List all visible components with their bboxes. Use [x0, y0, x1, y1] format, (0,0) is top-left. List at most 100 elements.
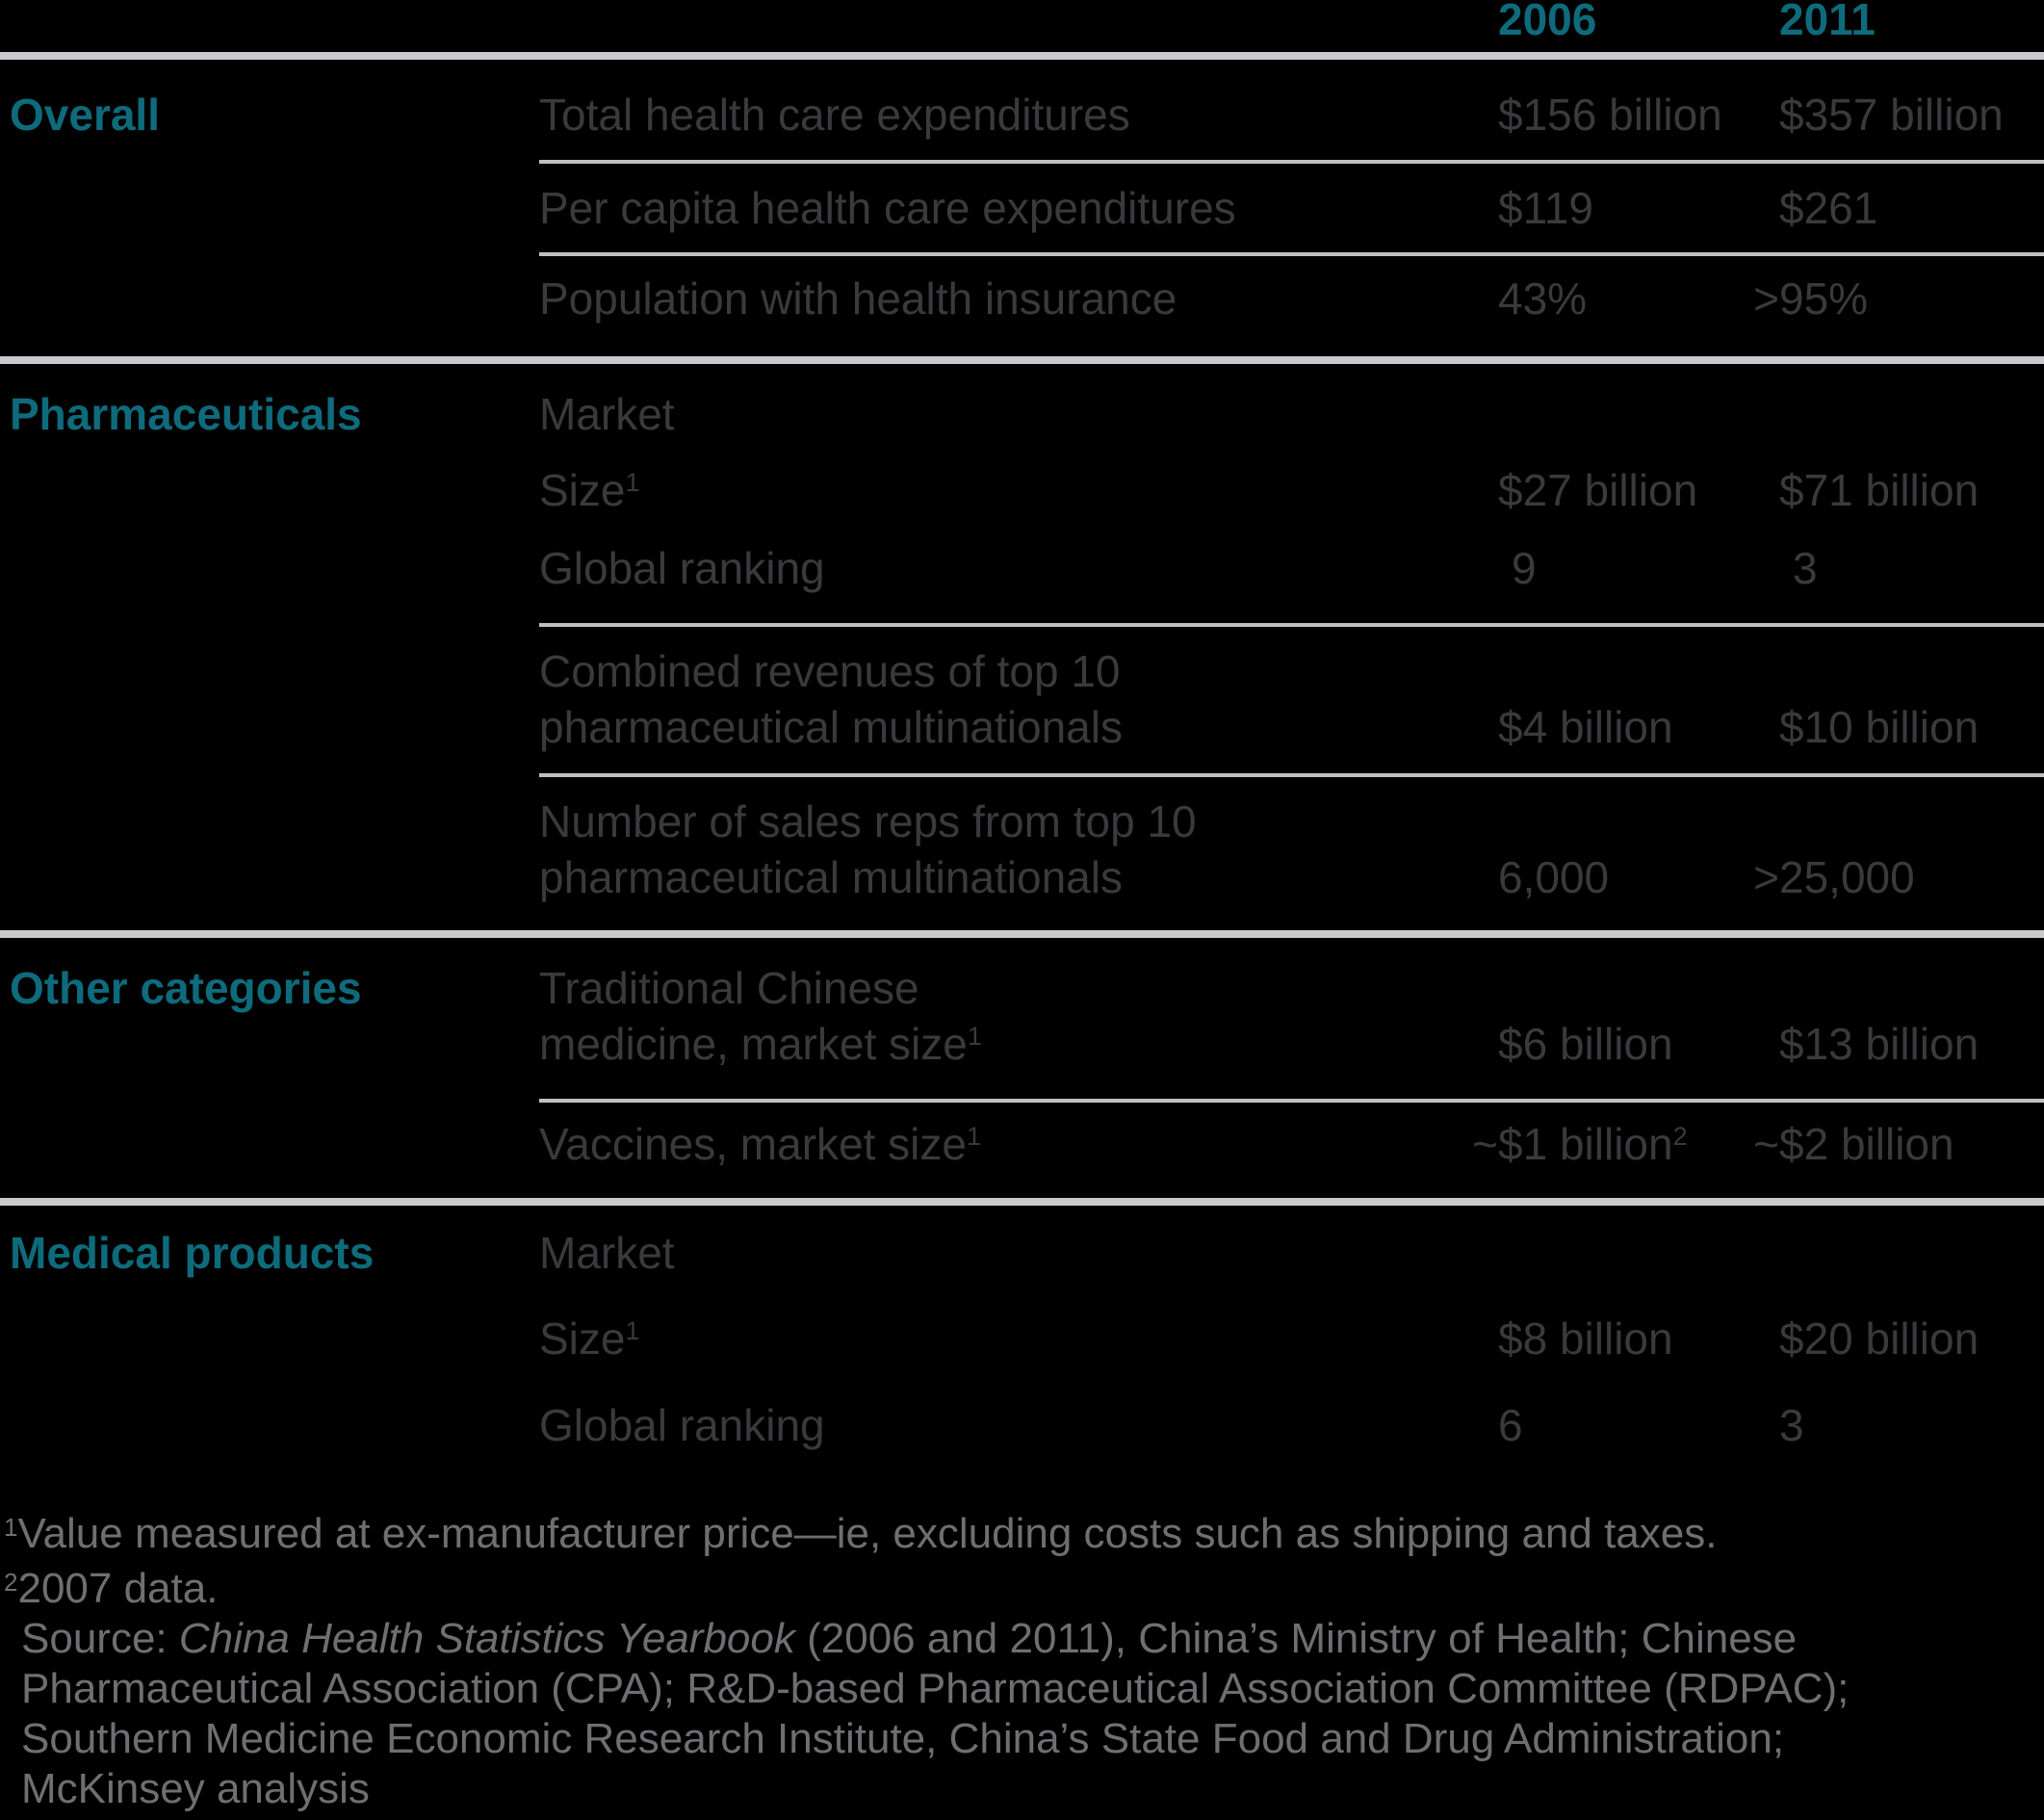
section-label-overall: Overall: [10, 90, 160, 140]
section-label-pharmaceuticals: Pharmaceuticals: [10, 389, 362, 439]
column-header-2006: 2006: [1498, 0, 1597, 44]
row-label: Size1: [539, 1313, 640, 1370]
value-2011: 3: [1793, 543, 1818, 593]
row-label-line2: pharmaceutical multinationals: [539, 702, 1123, 752]
footnote-text: 2007 data.: [17, 1565, 219, 1612]
value-2006: $4 billion: [1498, 702, 1673, 759]
value-2011: $20 billion: [1779, 1313, 1979, 1370]
value-text: $10 billion: [1779, 702, 1979, 752]
row-rule: [539, 773, 2044, 777]
row-label: Vaccines, market size1: [539, 1119, 981, 1176]
source-rest: (2006 and 2011), China’s Ministry of Hea…: [794, 1615, 1798, 1662]
value-2006: 9: [1512, 543, 1537, 593]
value-2006: ~ $1 billion2: [1472, 1119, 1688, 1176]
footnote-1: 1Value measured at ex-manufacturer price…: [4, 1508, 1717, 1565]
value-text: $156 billion: [1498, 90, 1722, 140]
row-rule: [539, 252, 2044, 256]
value-text: 3: [1779, 1400, 1804, 1450]
source-line: McKinsey analysis: [21, 1765, 370, 1812]
value-text: 9: [1512, 543, 1537, 593]
source-prefix: Source:: [21, 1615, 179, 1662]
row-label-line1: Traditional Chinese: [539, 963, 919, 1013]
value-prefix: ~: [1472, 1119, 1498, 1169]
source-line: Source: China Health Statistics Yearbook…: [21, 1614, 1849, 1664]
value-text: $4 billion: [1498, 702, 1673, 752]
row-label: Population with health insurance: [539, 273, 1177, 324]
value-prefix: ~: [1753, 1119, 1779, 1169]
section-rule: [0, 356, 2044, 364]
label-text: Size: [539, 1313, 626, 1364]
footnote-text: Value measured at ex-manufacturer price—…: [17, 1510, 1718, 1557]
footnote-marker: 2: [4, 1568, 18, 1597]
value-2006: $119: [1498, 183, 1593, 240]
label-text: Size: [539, 465, 626, 515]
value-2011: >95%: [1753, 273, 1869, 330]
label-sup: 1: [625, 1316, 640, 1345]
value-text: $261: [1779, 183, 1878, 233]
subhead-market: Market: [539, 389, 675, 439]
value-2011: $261: [1779, 183, 1877, 240]
row-label-line2: medicine, market size1: [539, 1019, 982, 1076]
value-text: $357 billion: [1779, 90, 2004, 140]
row-rule: [539, 1099, 2044, 1103]
value-text: 6: [1498, 1400, 1523, 1450]
footnote-2: 22007 data.: [4, 1563, 218, 1620]
value-prefix: >: [1753, 273, 1779, 324]
value-2011: 3: [1779, 1400, 1804, 1450]
value-2011: $357 billion: [1779, 90, 2004, 146]
value-text: $20 billion: [1779, 1313, 1979, 1364]
value-text: $6 billion: [1498, 1019, 1673, 1069]
value-2006: $27 billion: [1498, 465, 1697, 522]
section-rule: [0, 930, 2044, 938]
subhead-market: Market: [539, 1228, 675, 1278]
row-label-line1: Number of sales reps from top 10: [539, 796, 1197, 846]
value-2011: ~ $2 billion: [1753, 1119, 1954, 1176]
row-label: Total health care expenditures: [539, 90, 1130, 140]
value-text: 95%: [1779, 273, 1869, 324]
value-text: $1 billion: [1498, 1119, 1673, 1169]
value-2011: $13 billion: [1779, 1019, 1979, 1076]
value-2006: $6 billion: [1498, 1019, 1673, 1076]
value-2006: $156 billion: [1498, 90, 1722, 146]
value-text: $13 billion: [1779, 1019, 1979, 1069]
label-sup: 1: [966, 1122, 981, 1151]
source-note: Source: China Health Statistics Yearbook…: [21, 1614, 1849, 1814]
value-2011: $10 billion: [1779, 702, 1979, 759]
value-text: 25,000: [1779, 852, 1915, 902]
value-2011: $71 billion: [1779, 465, 1979, 522]
value-text: $71 billion: [1779, 465, 1979, 515]
row-label: Global ranking: [539, 1400, 825, 1450]
value-prefix: >: [1753, 852, 1779, 902]
section-rule: [0, 1198, 2044, 1206]
value-text: $119: [1498, 183, 1593, 233]
value-sup: 2: [1672, 1122, 1688, 1151]
value-text: 43%: [1498, 273, 1588, 324]
row-rule: [539, 160, 2044, 164]
row-label: Size1: [539, 465, 640, 522]
value-2006: 6: [1498, 1400, 1523, 1450]
row-label: Global ranking: [539, 543, 825, 593]
value-text: 3: [1793, 543, 1818, 593]
source-line: Pharmaceutical Association (CPA); R&D-ba…: [21, 1665, 1850, 1712]
label-sup: 1: [967, 1022, 982, 1051]
header-rule: [0, 52, 2044, 60]
label-text: Vaccines, market size: [539, 1119, 967, 1169]
row-label-line1: Combined revenues of top 10: [539, 646, 1121, 696]
value-text: 6,000: [1498, 852, 1610, 902]
label-text: medicine, market size: [539, 1019, 968, 1069]
section-label-other-categories: Other categories: [10, 963, 362, 1013]
value-text: $2 billion: [1779, 1119, 1954, 1169]
column-header-2011: 2011: [1779, 0, 1876, 44]
value-2006: $8 billion: [1498, 1313, 1673, 1370]
value-text: $8 billion: [1498, 1313, 1673, 1364]
section-label-medical-products: Medical products: [10, 1228, 375, 1278]
source-title-italic: China Health Statistics Yearbook: [178, 1615, 795, 1662]
label-sup: 1: [625, 468, 640, 497]
row-rule: [539, 623, 2044, 627]
source-line: Southern Medicine Economic Research Inst…: [21, 1715, 1785, 1762]
value-text: $27 billion: [1498, 465, 1698, 515]
row-label-line2: pharmaceutical multinationals: [539, 852, 1123, 902]
footnote-marker: 1: [4, 1513, 18, 1542]
value-2006: 6,000: [1498, 852, 1609, 909]
